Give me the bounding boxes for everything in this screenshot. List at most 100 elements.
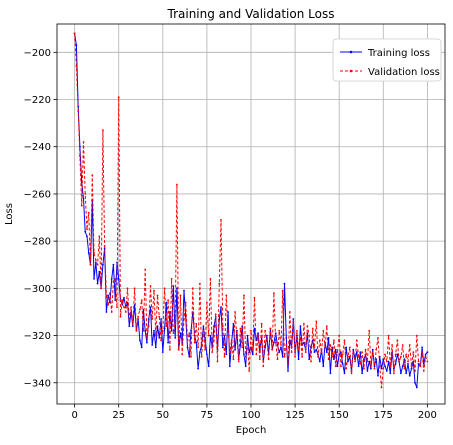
data-point-validation	[340, 365, 342, 368]
data-point-validation	[253, 296, 256, 299]
data-point-validation	[311, 327, 314, 330]
data-point-validation	[393, 372, 395, 375]
data-point-validation	[183, 318, 185, 320]
data-point-training	[102, 263, 104, 266]
data-point-validation	[156, 294, 159, 297]
data-point-training	[188, 355, 191, 358]
y-tick-label: −320	[24, 331, 51, 342]
data-point-training	[87, 252, 90, 254]
data-point-training	[283, 282, 286, 285]
data-point-training	[380, 367, 383, 370]
data-point-validation	[421, 351, 423, 353]
data-point-training	[170, 329, 173, 332]
data-point-training	[228, 365, 231, 368]
data-point-validation	[297, 348, 300, 351]
data-point-validation	[403, 367, 406, 370]
data-point-validation	[223, 355, 226, 358]
data-point-validation	[243, 294, 245, 297]
data-point-validation	[357, 355, 360, 358]
data-point-validation	[107, 304, 109, 306]
data-point-validation	[385, 360, 388, 363]
data-point-training	[154, 346, 157, 349]
data-point-validation	[315, 320, 318, 323]
data-point-training	[370, 367, 372, 370]
data-point-validation	[363, 367, 365, 370]
data-point-validation	[290, 351, 293, 353]
data-point-validation	[75, 65, 78, 68]
data-point-training	[197, 367, 200, 370]
data-point-training	[160, 318, 163, 320]
x-tick-label: 100	[241, 410, 260, 421]
data-point-training	[366, 370, 369, 372]
x-tick-label: 25	[112, 410, 125, 421]
data-point-validation	[227, 329, 230, 332]
data-point-validation	[179, 294, 182, 297]
data-point-validation	[278, 329, 281, 332]
data-point-training	[333, 358, 335, 361]
data-point-validation	[82, 141, 85, 143]
data-point-validation	[352, 351, 355, 353]
data-point-validation	[190, 355, 192, 358]
data-point-training	[313, 351, 316, 353]
data-point-validation	[94, 259, 97, 261]
data-point-validation	[149, 285, 152, 287]
data-point-validation	[274, 341, 277, 344]
data-point-validation	[204, 348, 207, 351]
data-point-training	[401, 365, 404, 368]
legend-marker-validation	[349, 69, 353, 73]
data-point-validation	[142, 329, 145, 332]
data-point-training	[206, 353, 208, 356]
data-point-validation	[400, 355, 402, 358]
data-point-validation	[79, 155, 81, 158]
data-point-training	[199, 351, 201, 353]
y-tick-label: −200	[24, 48, 51, 59]
data-point-training	[161, 351, 164, 353]
data-point-training	[105, 311, 108, 313]
data-point-validation	[287, 363, 289, 365]
x-tick-label: 175	[374, 410, 393, 421]
data-point-validation	[89, 263, 92, 266]
data-point-validation	[304, 351, 307, 353]
data-point-training	[84, 230, 87, 233]
data-point-validation	[410, 365, 413, 368]
data-point-validation	[206, 301, 208, 304]
data-point-training	[183, 289, 185, 292]
data-point-validation	[153, 289, 155, 292]
data-point-training	[426, 351, 429, 353]
data-point-validation	[401, 344, 404, 346]
data-point-validation	[283, 355, 286, 358]
data-point-validation	[214, 313, 217, 316]
data-point-validation	[184, 301, 187, 304]
data-point-validation	[359, 363, 362, 365]
data-point-training	[415, 386, 418, 389]
data-point-validation	[412, 351, 415, 353]
data-point-validation	[396, 339, 399, 342]
data-point-training	[318, 360, 321, 363]
data-point-training	[382, 358, 385, 361]
series-validation	[73, 32, 429, 389]
data-point-validation	[303, 322, 305, 325]
data-point-training	[303, 341, 305, 344]
data-point-training	[278, 351, 281, 353]
data-point-validation	[202, 329, 205, 332]
data-point-training	[172, 285, 175, 287]
data-point-training	[387, 360, 390, 363]
data-point-validation	[230, 339, 233, 342]
data-point-validation	[248, 370, 251, 372]
data-point-validation	[139, 308, 141, 311]
data-point-validation	[308, 334, 311, 337]
data-point-validation	[163, 287, 166, 290]
data-point-training	[368, 360, 371, 363]
data-point-validation	[414, 370, 416, 372]
data-point-training	[299, 325, 302, 327]
data-point-validation	[426, 360, 429, 363]
data-point-validation	[176, 183, 178, 186]
data-point-training	[377, 374, 379, 377]
data-point-validation	[417, 360, 420, 363]
data-point-training	[296, 334, 298, 337]
data-point-validation	[301, 355, 303, 358]
data-point-training	[114, 299, 117, 301]
data-point-validation	[373, 367, 376, 370]
data-point-validation	[355, 339, 358, 342]
